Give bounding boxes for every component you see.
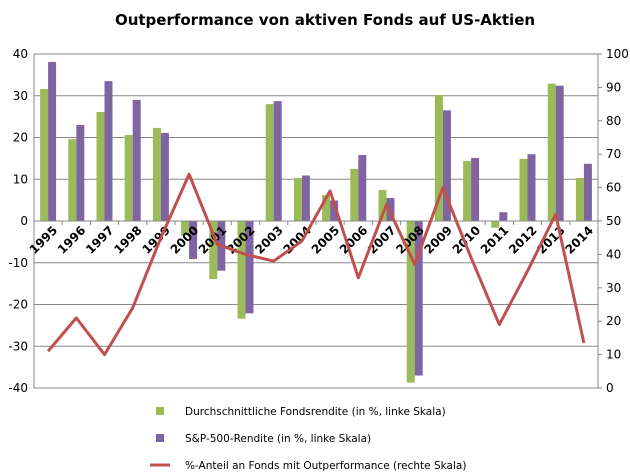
- fund-bar: [124, 134, 133, 221]
- x-tick-label: 2011: [478, 223, 512, 257]
- sp500-bar: [499, 212, 508, 221]
- x-tick-label: 2005: [309, 223, 343, 257]
- sp500-bar: [245, 221, 254, 314]
- fund-bar: [378, 190, 387, 221]
- y-right-tick-label: 20: [606, 314, 621, 328]
- y-right-tick-label: 0: [606, 381, 614, 395]
- sp500-bar: [76, 124, 85, 221]
- y-right-tick-label: 60: [606, 181, 621, 195]
- fund-bar: [96, 112, 105, 221]
- y-right-tick-label: 40: [606, 247, 621, 261]
- x-tick-label: 2003: [252, 223, 286, 257]
- legend-swatch: [156, 434, 164, 442]
- y-left-tick-label: -40: [8, 381, 28, 395]
- x-tick-label: 1995: [27, 223, 61, 257]
- x-tick-label: 2007: [365, 223, 399, 257]
- fund-bar: [181, 221, 190, 236]
- x-tick-label: 2014: [563, 223, 597, 257]
- y-left-tick-label: 40: [13, 47, 28, 61]
- y-left-tick-label: 20: [13, 131, 28, 145]
- fund-bar: [209, 221, 218, 280]
- sp500-bar: [189, 221, 198, 259]
- fund-bar: [350, 168, 359, 221]
- sp500-bar: [132, 99, 141, 221]
- x-tick-label: 2010: [450, 223, 484, 257]
- y-left-tick-label: 10: [13, 172, 28, 186]
- fund-bar: [491, 221, 500, 228]
- x-tick-label: 1996: [55, 223, 89, 257]
- axes: [33, 53, 602, 389]
- line-series: [46, 172, 586, 357]
- fund-bar: [152, 127, 161, 221]
- y-right-tick-label: 80: [606, 114, 621, 128]
- y-left-tick-label: 30: [13, 89, 28, 103]
- y-left-tick-label: -10: [8, 256, 28, 270]
- sp500-bar: [160, 132, 169, 221]
- legend-label: Durchschnittliche Fondsrendite (in %, li…: [185, 406, 446, 418]
- legend-label: %-Anteil an Fonds mit Outperformance (re…: [185, 460, 466, 472]
- fund-bar: [265, 104, 274, 221]
- y-left-tick-label: -30: [8, 339, 28, 353]
- x-tick-label: 1998: [111, 223, 145, 257]
- y-tick-labels: -40 -30 -20 -10 0 10 20 30 40 0 10 20 30 40 50 60 70 80 90…: [8, 47, 629, 395]
- fund-bar: [575, 177, 584, 221]
- y-right-tick-label: 30: [606, 281, 621, 295]
- fund-bar: [434, 94, 443, 221]
- fund-bar: [463, 160, 472, 221]
- legend-swatch: [156, 407, 164, 415]
- x-tick-label: 2012: [506, 223, 540, 257]
- fund-bar: [293, 177, 302, 221]
- sp500-bar: [471, 157, 480, 221]
- sp500-bar: [583, 163, 592, 221]
- fund-bar: [519, 158, 528, 221]
- fund-bar: [68, 139, 77, 221]
- sp500-bar: [273, 101, 282, 221]
- fund-bar: [547, 83, 556, 221]
- fund-bar: [237, 221, 246, 319]
- sp500-bar: [414, 221, 423, 376]
- x-tick-label: 1997: [83, 223, 117, 257]
- fund-bar: [40, 89, 49, 221]
- y-left-tick-label: 0: [20, 214, 28, 228]
- y-right-tick-label: 90: [606, 80, 621, 94]
- sp500-bar: [555, 85, 564, 221]
- fund-bar: [322, 195, 331, 221]
- y-left-tick-label: -20: [8, 298, 28, 312]
- sp500-bar: [358, 155, 367, 221]
- y-right-tick-label: 70: [606, 147, 621, 161]
- y-right-tick-label: 10: [606, 348, 621, 362]
- sp500-bar: [442, 110, 451, 221]
- y-right-tick-label: 100: [606, 47, 629, 61]
- outperformance-line: [46, 172, 586, 357]
- sp500-bar: [527, 154, 536, 221]
- chart-title: Outperformance von aktiven Fonds auf US-…: [115, 11, 535, 29]
- y-right-tick-label: 50: [606, 214, 621, 228]
- sp500-bar: [330, 200, 339, 221]
- sp500-bar: [104, 81, 113, 221]
- legend-label: S&P-500-Rendite (in %, linke Skala): [185, 433, 371, 445]
- legend: Durchschnittliche Fondsrendite (in %, li…: [150, 406, 466, 472]
- sp500-bar: [48, 61, 57, 222]
- fund-bar: [406, 221, 415, 383]
- sp500-bar: [301, 175, 310, 221]
- x-tick-labels: 1995199619971998199920002001200220032004…: [27, 223, 596, 257]
